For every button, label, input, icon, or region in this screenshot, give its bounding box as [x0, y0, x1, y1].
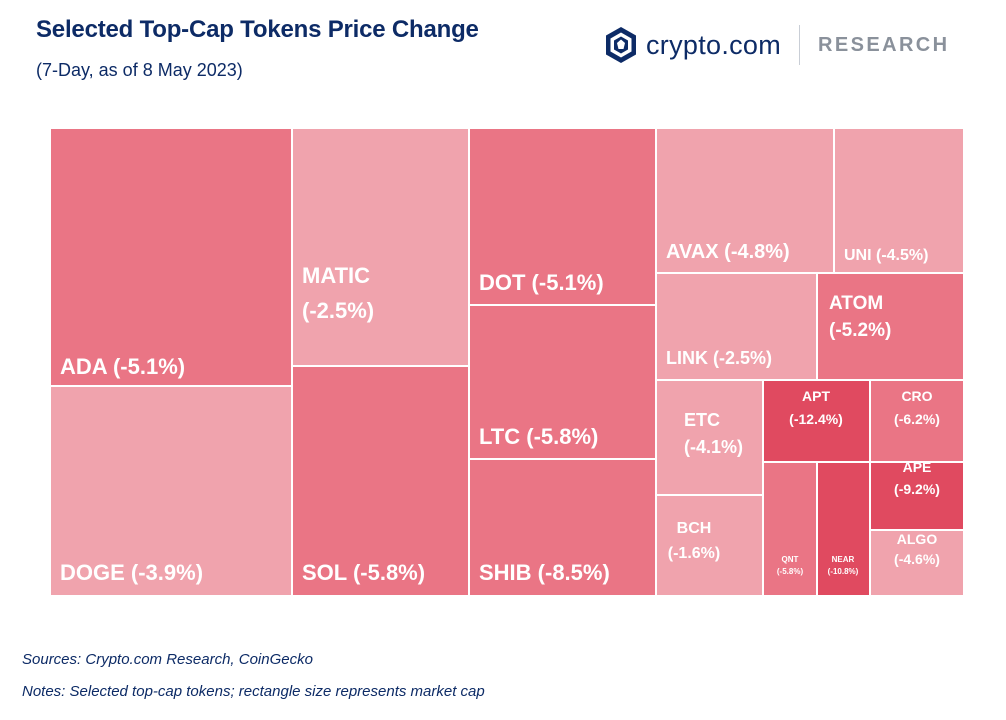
treemap-label-bch-line1: BCH — [677, 520, 712, 537]
treemap-cell-atom: ATOM (-5.2%) — [816, 272, 965, 381]
brand-logo: crypto.com RESEARCH — [604, 24, 949, 66]
treemap-label-shib: SHIB (-8.5%) — [479, 560, 610, 585]
treemap-cell-shib: SHIB (-8.5%) — [468, 458, 657, 597]
treemap-rect-dot — [468, 127, 657, 306]
treemap-label-near-line1: NEAR — [832, 555, 855, 564]
treemap-cell-near: NEAR (-10.8%) — [816, 461, 871, 597]
treemap-cell-bch: BCH (-1.6%) — [655, 494, 764, 597]
chart-title: Selected Top-Cap Tokens Price Change — [36, 16, 479, 43]
treemap-rect-cro — [869, 379, 965, 463]
treemap-label-atom-line2: (-5.2%) — [829, 320, 891, 341]
treemap-label-apt-line1: APT — [802, 388, 830, 404]
treemap-label-cro-line2: (-6.2%) — [894, 411, 940, 427]
treemap-cell-algo: ALGO (-4.6%) — [869, 529, 965, 597]
treemap-label-dot: DOT (-5.1%) — [479, 270, 604, 295]
treemap-cell-ltc: LTC (-5.8%) — [468, 304, 657, 460]
treemap-cell-apt: APT (-12.4%) — [762, 379, 871, 463]
treemap-cell-etc: ETC (-4.1%) — [655, 379, 764, 496]
treemap-cell-cro: CRO (-6.2%) — [869, 379, 965, 463]
treemap-label-uni: UNI (-4.5%) — [844, 247, 928, 264]
treemap-label-algo-line1: ALGO — [897, 531, 938, 547]
brand-name: crypto.com — [646, 29, 782, 60]
treemap-rect-doge — [49, 385, 293, 597]
treemap-cell-sol: SOL (-5.8%) — [291, 365, 470, 597]
treemap-rect-link — [655, 272, 818, 381]
treemap-label-apt-line2: (-12.4%) — [789, 411, 843, 427]
treemap-cell-ada: ADA (-5.1%) — [49, 127, 293, 387]
treemap-rect-matic — [291, 127, 470, 367]
treemap-svg: ADA (-5.1%) DOGE (-3.9%) MATIC (-2.5%) SOL (… — [49, 127, 965, 597]
treemap-label-ada: ADA (-5.1%) — [60, 354, 185, 379]
treemap-label-qnt-line2: (-5.8%) — [777, 567, 804, 576]
treemap-label-matic-line1: MATIC — [302, 263, 370, 288]
treemap-cell-qnt: QNT (-5.8%) — [762, 461, 818, 597]
treemap-label-ltc: LTC (-5.8%) — [479, 424, 598, 449]
treemap-label-qnt-line1: QNT — [782, 555, 799, 564]
treemap-cell-avax: AVAX (-4.8%) — [655, 127, 835, 274]
treemap-label-matic-line2: (-2.5%) — [302, 298, 374, 323]
treemap-rect-bch — [655, 494, 764, 597]
treemap-cell-matic: MATIC (-2.5%) — [291, 127, 470, 367]
crypto-com-shield-icon — [606, 27, 636, 63]
treemap-label-doge: DOGE (-3.9%) — [60, 560, 203, 585]
treemap-rect-etc — [655, 379, 764, 496]
treemap-cell-dot: DOT (-5.1%) — [468, 127, 657, 306]
treemap-rect-shib — [468, 458, 657, 597]
treemap-cell-doge: DOGE (-3.9%) — [49, 385, 293, 597]
brand-divider — [799, 25, 801, 65]
treemap-chart: ADA (-5.1%) DOGE (-3.9%) MATIC (-2.5%) SOL (… — [49, 127, 965, 601]
treemap-rect-avax — [655, 127, 835, 274]
treemap-rect-ltc — [468, 304, 657, 460]
treemap-label-link: LINK (-2.5%) — [666, 348, 772, 368]
notes-text: Notes: Selected top-cap tokens; rectangl… — [22, 683, 485, 700]
treemap-label-algo-line2: (-4.6%) — [894, 551, 940, 567]
treemap-label-near-line2: (-10.8%) — [828, 567, 859, 576]
treemap-label-ape-line1: APE — [903, 459, 932, 475]
treemap-label-cro-line1: CRO — [901, 388, 932, 404]
treemap-rect-ada — [49, 127, 293, 387]
treemap-label-bch-line2: (-1.6%) — [668, 545, 720, 562]
treemap-label-ape-line2: (-9.2%) — [894, 481, 940, 497]
treemap-label-etc-line2: (-4.1%) — [684, 437, 743, 457]
treemap-cell-link: LINK (-2.5%) — [655, 272, 818, 381]
sources-note: Sources: Crypto.com Research, CoinGecko — [22, 651, 313, 668]
treemap-cell-ape: APE (-9.2%) — [869, 459, 965, 531]
treemap-label-atom-line1: ATOM — [829, 293, 883, 314]
treemap-label-sol: SOL (-5.8%) — [302, 560, 425, 585]
chart-subtitle: (7-Day, as of 8 May 2023) — [36, 60, 243, 80]
treemap-label-etc-line1: ETC — [684, 410, 720, 430]
treemap-rect-sol — [291, 365, 470, 597]
treemap-rect-algo — [869, 529, 965, 597]
brand-section: RESEARCH — [818, 33, 950, 56]
treemap-rect-near — [816, 461, 871, 597]
treemap-label-avax: AVAX (-4.8%) — [666, 241, 790, 263]
treemap-cell-uni: UNI (-4.5%) — [833, 127, 965, 274]
